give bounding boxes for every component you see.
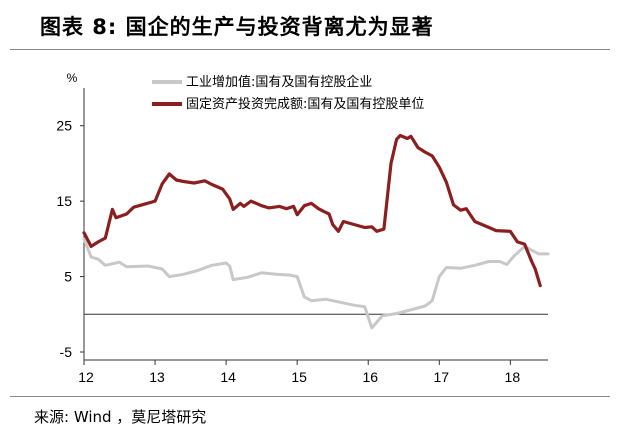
x-tick-label: 16: [362, 369, 378, 385]
y-tick-label: 15: [56, 193, 72, 209]
legend-label-investment: 固定资产投资完成额:国有及国有控股单位: [186, 96, 424, 112]
page-title: 图表 8: 国企的生产与投资背离尤为显著: [40, 15, 434, 39]
y-tick-label: 25: [56, 118, 72, 134]
x-tick-label: 18: [505, 369, 521, 385]
legend: 工业增加值:国有及国有控股企业 固定资产投资完成额:国有及国有控股单位: [152, 74, 424, 112]
series-layer: [82, 133, 550, 330]
x-tick-label: 17: [433, 369, 449, 385]
y-unit-label: %: [67, 71, 78, 85]
legend-label-industrial: 工业增加值:国有及国有控股企业: [186, 74, 372, 90]
source-note: 来源: Wind ，莫尼塔研究: [34, 408, 207, 426]
x-tick-label: 13: [149, 369, 165, 385]
y-tick-label: 5: [64, 269, 72, 285]
axes: 25 15 5 -5 12 13 14 15 16 17 18: [56, 88, 548, 385]
series-industrial-output: [82, 237, 550, 330]
y-tick-label: -5: [60, 344, 73, 360]
x-tick-label: 12: [78, 369, 94, 385]
x-tick-label: 14: [220, 369, 236, 385]
bottom-rule: [10, 396, 610, 397]
x-tick-label: 15: [291, 369, 307, 385]
series-fixed-investment: [82, 133, 542, 288]
top-rule: [10, 49, 610, 50]
